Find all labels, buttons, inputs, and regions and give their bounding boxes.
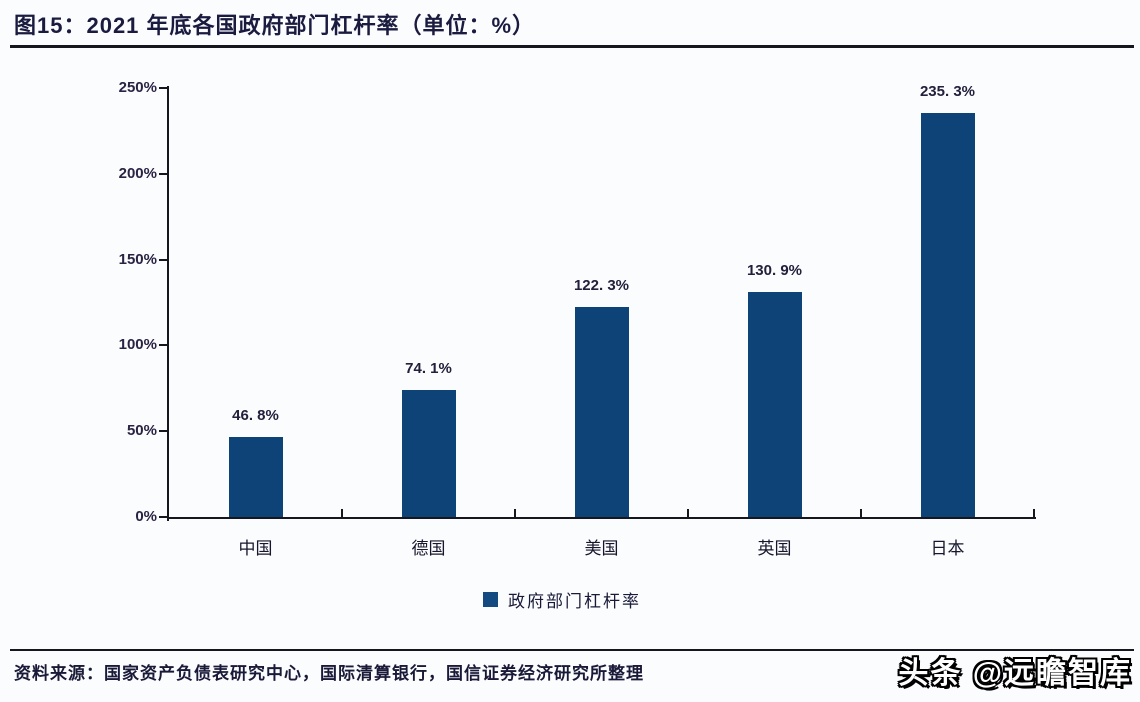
y-axis-tick-mark — [159, 258, 167, 261]
y-tick-label: 100% — [118, 336, 157, 354]
bar-美国 — [574, 307, 629, 517]
x-tick-label: 日本 — [930, 539, 965, 558]
y-axis-line — [167, 86, 169, 521]
y-tick-label: 150% — [118, 250, 157, 268]
y-tick-label: 0% — [135, 508, 157, 525]
bar-chart: 政府部门杠杆率 0% 50% 100% 150% 200% 250% 46. 8% 中国 74.… — [0, 60, 1140, 640]
bar-value-label: 130. 9% — [746, 262, 803, 280]
bar-德国 — [401, 389, 456, 517]
x-axis-tick-mark — [687, 509, 689, 519]
bar-英国 — [747, 292, 802, 517]
source-note: 资料来源：国家资产负债表研究中心，国际清算银行，国信证券经济研究所整理 — [14, 664, 644, 683]
watermark: 头条 @远瞻智库 — [898, 657, 1132, 690]
y-axis-tick-mark — [159, 516, 167, 518]
y-tick-label: 200% — [118, 164, 157, 182]
y-tick-label: 250% — [118, 79, 157, 96]
x-tick-label: 英国 — [757, 539, 792, 558]
title-divider — [10, 45, 1134, 48]
bar-value-label: 122. 3% — [573, 277, 630, 295]
y-axis-tick-mark — [159, 87, 167, 89]
y-axis-tick-mark — [159, 430, 167, 433]
x-tick-label: 美国 — [584, 539, 619, 558]
x-axis-tick-mark — [860, 509, 862, 519]
bar-value-label: 74. 1% — [405, 359, 452, 377]
x-axis-tick-mark — [514, 509, 516, 519]
bar-value-label: 46. 8% — [232, 406, 279, 424]
x-axis-tick-mark — [1033, 509, 1035, 519]
figure-title: 图15：2021 年底各国政府部门杠杆率（单位：%） — [14, 13, 536, 38]
y-axis-tick-mark — [159, 172, 167, 175]
legend-label: 政府部门杠杆率 — [508, 592, 641, 611]
x-tick-label: 中国 — [238, 539, 273, 558]
x-axis-line — [167, 517, 1036, 519]
bar-中国 — [228, 436, 283, 517]
y-axis-tick-mark — [159, 344, 167, 347]
legend-swatch — [483, 592, 498, 607]
chart-legend: 政府部门杠杆率 — [483, 587, 641, 612]
x-tick-label: 德国 — [411, 539, 446, 558]
footer-divider — [10, 649, 1134, 651]
y-tick-label: 50% — [126, 422, 157, 440]
bar-value-label: 235. 3% — [919, 83, 976, 101]
x-axis-tick-mark — [341, 509, 343, 519]
bar-日本 — [920, 113, 975, 517]
